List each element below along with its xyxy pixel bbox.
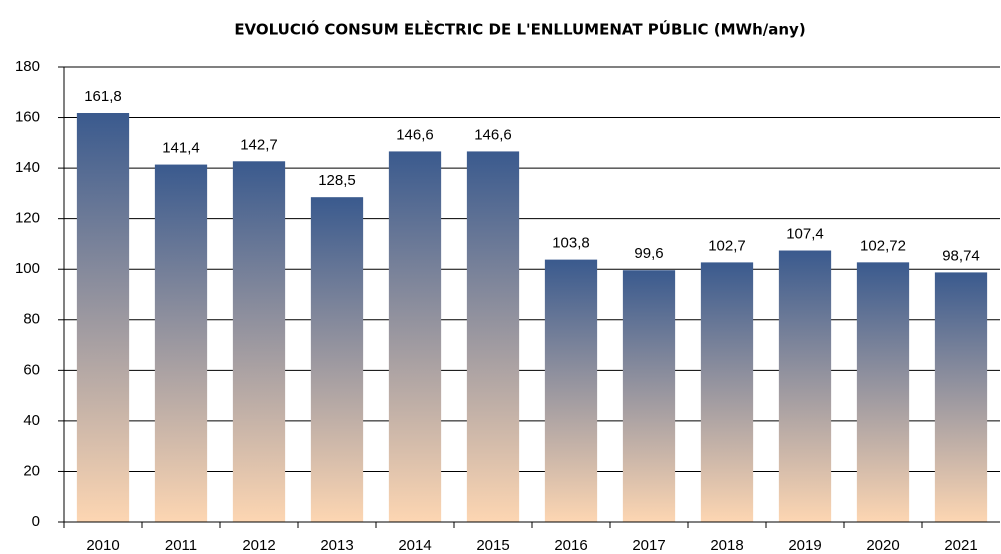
bar	[76, 113, 130, 522]
bar	[934, 272, 988, 522]
value-label: 128,5	[318, 172, 356, 189]
value-label: 141,4	[162, 140, 200, 157]
bar	[856, 262, 910, 522]
bar	[778, 250, 832, 522]
value-label: 146,6	[474, 126, 512, 143]
y-tick-label: 100	[15, 260, 40, 277]
bar	[388, 151, 442, 522]
y-tick-label: 180	[15, 58, 40, 75]
bar	[622, 270, 676, 522]
x-tick-label: 2020	[866, 537, 899, 554]
bar	[232, 161, 286, 522]
value-label: 107,4	[786, 225, 824, 242]
x-tick-label: 2012	[242, 537, 275, 554]
x-tick-label: 2017	[632, 537, 665, 554]
value-label: 98,74	[942, 247, 980, 264]
y-tick-label: 160	[15, 109, 40, 126]
y-tick-label: 120	[15, 210, 40, 227]
y-tick-label: 60	[23, 361, 40, 378]
y-tick-label: 80	[23, 311, 40, 328]
value-label: 102,7	[708, 237, 746, 254]
x-tick-label: 2013	[320, 537, 353, 554]
y-tick-label: 20	[23, 462, 40, 479]
y-tick-label: 140	[15, 159, 40, 176]
x-tick-label: 2015	[476, 537, 509, 554]
x-tick-label: 2018	[710, 537, 743, 554]
value-label: 99,6	[634, 245, 663, 262]
bar	[544, 259, 598, 522]
chart-title: EVOLUCIÓ CONSUM ELÈCTRIC DE L'ENLLUMENAT…	[234, 20, 805, 39]
x-tick-label: 2014	[398, 537, 431, 554]
value-label: 103,8	[552, 235, 590, 252]
bar	[466, 151, 520, 522]
value-label: 102,72	[860, 237, 906, 254]
y-tick-label: 0	[32, 513, 40, 530]
x-tick-label: 2019	[788, 537, 821, 554]
value-label: 142,7	[240, 136, 278, 153]
bar	[700, 262, 754, 522]
bar	[154, 164, 208, 523]
x-tick-label: 2021	[944, 537, 977, 554]
y-tick-label: 40	[23, 412, 40, 429]
value-label: 146,6	[396, 126, 434, 143]
x-tick-label: 2010	[86, 537, 119, 554]
x-tick-label: 2016	[554, 537, 587, 554]
bar	[310, 197, 364, 523]
value-label: 161,8	[84, 88, 122, 105]
x-tick-label: 2011	[165, 537, 197, 554]
